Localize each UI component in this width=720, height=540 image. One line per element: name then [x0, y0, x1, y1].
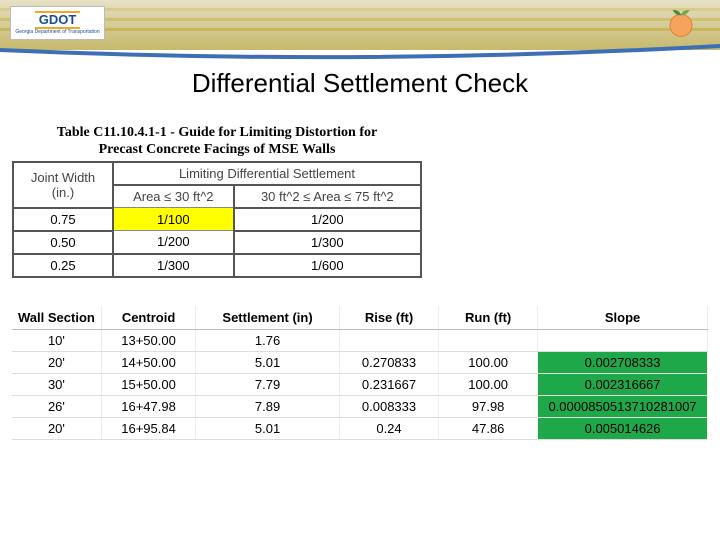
t2-cell-settlement: 7.79: [196, 373, 340, 395]
t2-cell-slope: 0.002708333: [538, 351, 708, 373]
t2-cell-centroid: 16+95.84: [101, 417, 195, 439]
t2-cell-slope: 0.005014626: [538, 417, 708, 439]
t1-header-span: Limiting Differential Settlement: [113, 162, 421, 185]
table1-caption-line2: Precast Concrete Facings of MSE Walls: [99, 142, 336, 157]
t2-cell-slope: 0.0000850513710281007: [538, 395, 708, 417]
logo-tagline: Georgia Department of Transportation: [15, 29, 99, 35]
t2-cell-settlement: 7.89: [196, 395, 340, 417]
t2-cell-run: 97.98: [439, 395, 538, 417]
t2-row: 10'13+50.001.76: [12, 329, 708, 351]
t2-header-cell: Centroid: [101, 306, 195, 330]
t2-cell-centroid: 16+47.98: [101, 395, 195, 417]
t1-row: 0.251/3001/600: [13, 254, 421, 277]
t2-header-row: Wall SectionCentroidSettlement (in)Rise …: [12, 306, 708, 330]
t2-cell-rise: [339, 329, 438, 351]
table1-caption-line1: Table C11.10.4.1-1 - Guide for Limiting …: [57, 125, 377, 140]
t1-header-joint: Joint Width (in.): [13, 162, 113, 208]
t2-cell-centroid: 15+50.00: [101, 373, 195, 395]
distortion-guide-table: Joint Width (in.) Limiting Differential …: [12, 161, 422, 278]
peach-icon: [664, 5, 698, 39]
t1-cell-c2: 1/200: [234, 208, 421, 231]
t1-joint-label2: (in.): [52, 185, 74, 200]
t2-header-cell: Wall Section: [12, 306, 101, 330]
t2-row: 20'14+50.005.010.270833100.000.002708333: [12, 351, 708, 373]
logo-text: GDOT: [35, 11, 81, 29]
t1-cell-c2: 1/600: [234, 254, 421, 277]
t2-cell-rise: 0.24: [339, 417, 438, 439]
distortion-guide-table-wrap: Table C11.10.4.1-1 - Guide for Limiting …: [12, 123, 422, 278]
t2-cell-centroid: 14+50.00: [101, 351, 195, 373]
t2-row: 20'16+95.845.010.2447.860.005014626: [12, 417, 708, 439]
t1-header-area1: Area ≤ 30 ft^2: [113, 185, 234, 208]
t2-row: 26'16+47.987.890.00833397.980.0000850513…: [12, 395, 708, 417]
content-area: Table C11.10.4.1-1 - Guide for Limiting …: [0, 123, 720, 440]
t1-joint-label1: Joint Width: [31, 170, 95, 185]
t2-cell-settlement: 5.01: [196, 351, 340, 373]
t2-cell-settlement: 1.76: [196, 329, 340, 351]
t2-header-cell: Slope: [538, 306, 708, 330]
t2-header-cell: Run (ft): [439, 306, 538, 330]
t1-cell-c1: 1/300: [113, 254, 234, 277]
header-swoosh: [0, 42, 720, 62]
t2-cell-run: 47.86: [439, 417, 538, 439]
t2-cell-rise: 0.270833: [339, 351, 438, 373]
t1-cell-c1: 1/200: [113, 231, 234, 254]
t1-cell-jw: 0.25: [13, 254, 113, 277]
t2-cell-settlement: 5.01: [196, 417, 340, 439]
t2-row: 30'15+50.007.790.231667100.000.002316667: [12, 373, 708, 395]
t2-cell-rise: 0.008333: [339, 395, 438, 417]
t2-header-cell: Rise (ft): [339, 306, 438, 330]
t2-cell-slope: 0.002316667: [538, 373, 708, 395]
t2-cell-centroid: 13+50.00: [101, 329, 195, 351]
t1-row: 0.501/2001/300: [13, 231, 421, 254]
table1-caption: Table C11.10.4.1-1 - Guide for Limiting …: [12, 123, 422, 161]
t1-cell-jw: 0.50: [13, 231, 113, 254]
t2-cell-ws: 20': [12, 417, 101, 439]
t2-header-cell: Settlement (in): [196, 306, 340, 330]
t2-cell-run: 100.00: [439, 351, 538, 373]
t2-cell-run: [439, 329, 538, 351]
t2-cell-ws: 10': [12, 329, 101, 351]
t2-cell-rise: 0.231667: [339, 373, 438, 395]
t1-header-area2: 30 ft^2 ≤ Area ≤ 75 ft^2: [234, 185, 421, 208]
t2-cell-ws: 30': [12, 373, 101, 395]
t2-cell-ws: 20': [12, 351, 101, 373]
t1-cell-c1: 1/100: [113, 208, 234, 231]
t2-cell-run: 100.00: [439, 373, 538, 395]
t2-cell-slope: [538, 329, 708, 351]
t2-cell-ws: 26': [12, 395, 101, 417]
settlement-table: Wall SectionCentroidSettlement (in)Rise …: [12, 306, 708, 440]
t1-row: 0.751/1001/200: [13, 208, 421, 231]
gdot-logo: GDOT Georgia Department of Transportatio…: [10, 6, 105, 40]
t1-cell-jw: 0.75: [13, 208, 113, 231]
t1-cell-c2: 1/300: [234, 231, 421, 254]
page-title: Differential Settlement Check: [0, 68, 720, 99]
